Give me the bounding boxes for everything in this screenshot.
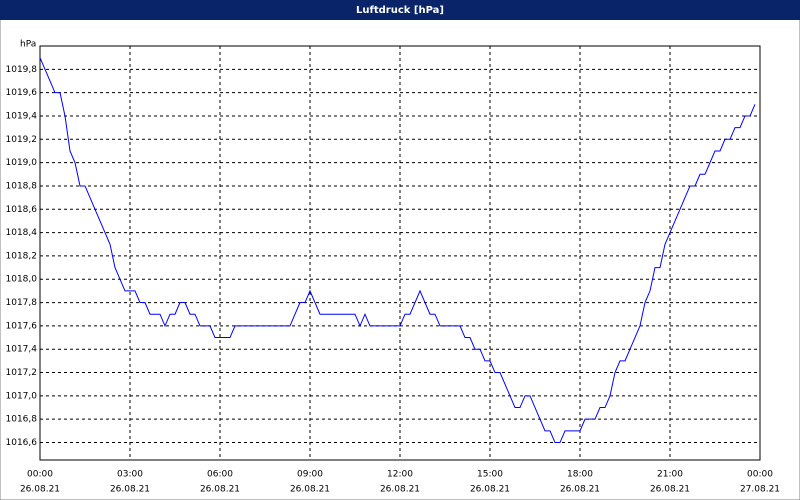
x-tick-label: 18:00 [567, 470, 593, 480]
y-tick-label: 1016,6 [6, 438, 38, 448]
x-tick-date: 26.08.21 [110, 485, 150, 495]
y-tick-label: 1019,6 [6, 88, 38, 98]
x-tick-label: 15:00 [477, 470, 503, 480]
x-tick-date: 26.08.21 [470, 485, 510, 495]
x-tick-date: 26.08.21 [650, 485, 690, 495]
x-tick-date: 26.08.21 [290, 485, 330, 495]
x-tick-date: 26.08.21 [20, 485, 60, 495]
x-tick-label: 09:00 [297, 470, 323, 480]
y-tick-label: 1017,0 [6, 391, 38, 401]
y-tick-label: 1017,2 [6, 368, 38, 378]
x-tick-label: 12:00 [387, 470, 413, 480]
y-tick-label: 1019,2 [6, 135, 38, 145]
y-unit-label: hPa [20, 40, 36, 50]
x-tick-label: 06:00 [207, 470, 233, 480]
y-tick-label: 1016,8 [6, 415, 38, 425]
y-tick-label: 1017,4 [6, 345, 38, 355]
x-tick-label: 21:00 [657, 470, 683, 480]
x-tick-label: 00:00 [27, 470, 53, 480]
y-tick-label: 1018,4 [6, 228, 38, 238]
x-tick-date: 26.08.21 [200, 485, 240, 495]
x-tick-date: 26.08.21 [560, 485, 600, 495]
x-tick-label: 00:00 [747, 470, 773, 480]
y-tick-label: 1018,8 [6, 181, 38, 191]
x-tick-label: 03:00 [117, 470, 143, 480]
y-tick-label: 1018,0 [6, 275, 38, 285]
y-tick-label: 1018,6 [6, 205, 38, 215]
y-tick-label: 1019,8 [6, 65, 38, 75]
chart-title: Luftdruck [hPa] [356, 5, 444, 16]
y-tick-label: 1018,2 [6, 251, 38, 261]
plot-border [39, 45, 761, 461]
title-bar [0, 0, 800, 20]
y-tick-label: 1017,6 [6, 321, 38, 331]
data-line [39, 57, 756, 444]
x-tick-date: 26.08.21 [380, 485, 420, 495]
y-tick-label: 1017,8 [6, 298, 38, 308]
y-tick-label: 1019,0 [6, 158, 38, 168]
x-tick-date: 27.08.21 [740, 485, 780, 495]
y-tick-label: 1019,4 [6, 111, 38, 121]
